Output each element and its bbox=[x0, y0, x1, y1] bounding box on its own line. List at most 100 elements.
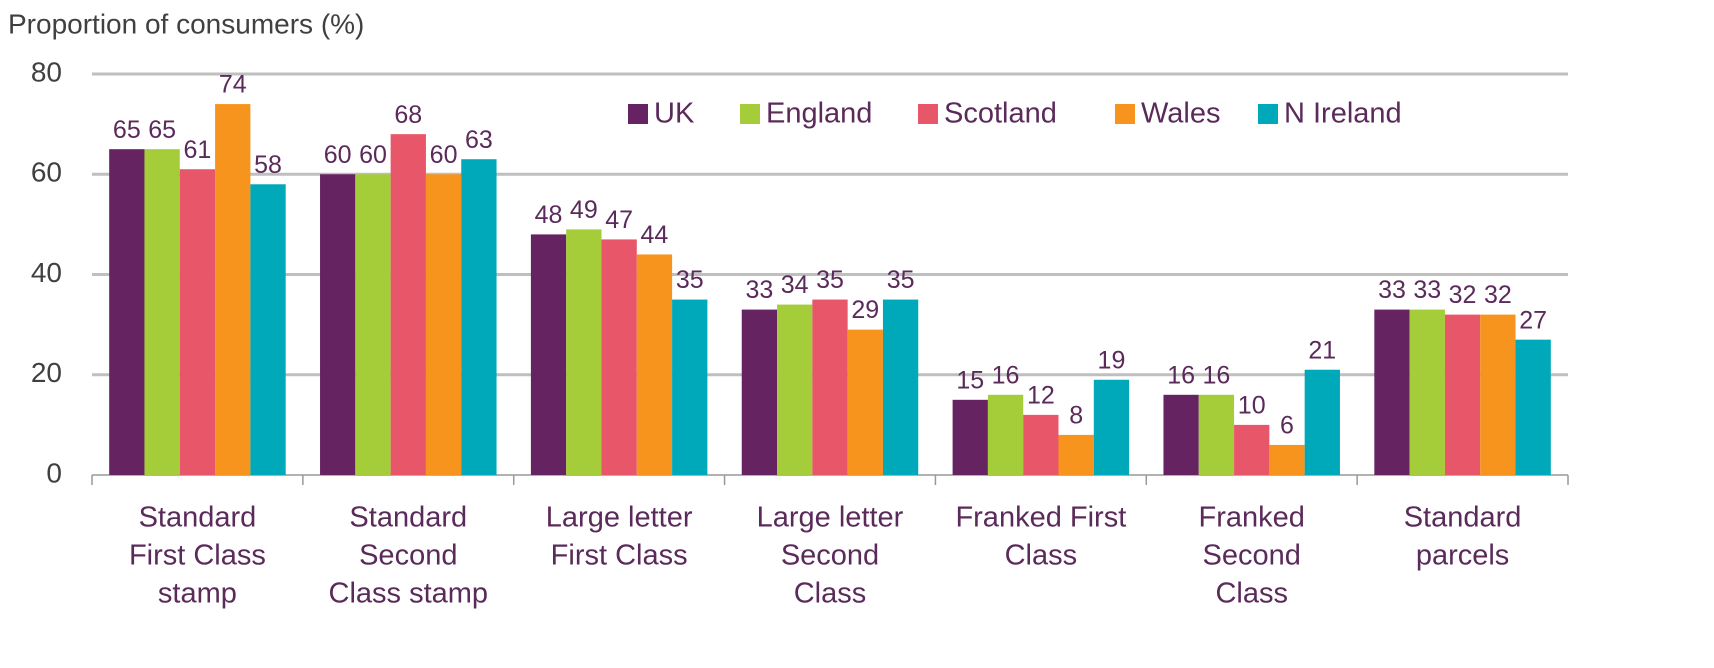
data-label: 21 bbox=[1308, 336, 1336, 364]
bar bbox=[1480, 314, 1516, 475]
x-tick-label: Second bbox=[359, 540, 457, 572]
bar bbox=[882, 299, 919, 475]
bar bbox=[1304, 369, 1340, 475]
x-tick-label: stamp bbox=[158, 578, 237, 610]
bar bbox=[1198, 394, 1235, 475]
bar bbox=[1093, 379, 1130, 475]
bar bbox=[144, 149, 180, 475]
legend-label: UK bbox=[654, 98, 695, 130]
bar bbox=[179, 169, 216, 476]
data-label: 16 bbox=[1167, 361, 1195, 389]
legend-swatch bbox=[628, 104, 648, 124]
bar bbox=[355, 174, 391, 475]
bar bbox=[952, 399, 988, 475]
bar bbox=[1515, 339, 1551, 475]
data-label: 32 bbox=[1484, 281, 1512, 309]
legend-swatch bbox=[918, 104, 938, 124]
data-label: 16 bbox=[992, 361, 1020, 389]
bar bbox=[390, 134, 426, 475]
data-label: 60 bbox=[324, 141, 352, 169]
bar bbox=[1269, 444, 1305, 475]
bar bbox=[777, 304, 813, 475]
data-label: 33 bbox=[1413, 276, 1441, 304]
bar bbox=[601, 239, 637, 475]
bar bbox=[215, 104, 251, 475]
data-label: 12 bbox=[1027, 381, 1055, 409]
bar bbox=[566, 229, 602, 475]
x-tick-label: Class bbox=[1215, 578, 1288, 610]
data-label: 32 bbox=[1449, 281, 1477, 309]
x-tick-label: Large letter bbox=[757, 502, 904, 534]
x-tick-label: First Class bbox=[129, 540, 266, 572]
data-label: 27 bbox=[1519, 306, 1547, 334]
legend-label: N Ireland bbox=[1284, 98, 1402, 130]
data-label: 58 bbox=[254, 151, 282, 179]
data-label: 63 bbox=[465, 126, 493, 154]
data-label: 60 bbox=[430, 141, 458, 169]
x-tick-label: Franked First bbox=[955, 502, 1126, 534]
x-tick-label: Class bbox=[794, 578, 867, 610]
bar bbox=[987, 394, 1024, 475]
data-label: 68 bbox=[394, 101, 422, 129]
x-tick-label: parcels bbox=[1416, 540, 1510, 572]
x-tick-label: Large letter bbox=[546, 502, 693, 534]
bar bbox=[461, 159, 497, 475]
data-label: 44 bbox=[641, 221, 669, 249]
data-label: 10 bbox=[1238, 391, 1266, 419]
bar bbox=[847, 329, 883, 475]
data-label: 60 bbox=[359, 141, 387, 169]
x-tick-label: First Class bbox=[551, 540, 688, 572]
legend-label: England bbox=[766, 98, 872, 130]
legend-swatch bbox=[1115, 104, 1135, 124]
bar bbox=[812, 299, 848, 475]
bar bbox=[109, 149, 145, 475]
legend-label: Scotland bbox=[944, 98, 1057, 130]
data-label: 48 bbox=[535, 201, 563, 229]
bar bbox=[425, 174, 462, 475]
bar bbox=[1023, 414, 1059, 475]
bar bbox=[1444, 314, 1481, 475]
bar bbox=[1374, 309, 1410, 475]
data-label: 15 bbox=[956, 366, 984, 394]
legend-label: Wales bbox=[1141, 98, 1221, 130]
bar bbox=[250, 184, 286, 475]
data-label: 6 bbox=[1280, 412, 1294, 440]
data-label: 47 bbox=[605, 206, 633, 234]
data-label: 8 bbox=[1069, 402, 1083, 430]
data-label: 65 bbox=[148, 116, 176, 144]
data-label: 65 bbox=[113, 116, 141, 144]
data-label: 33 bbox=[745, 276, 773, 304]
x-tick-label: Class stamp bbox=[329, 578, 489, 610]
data-label: 33 bbox=[1378, 276, 1406, 304]
data-label: 34 bbox=[781, 271, 809, 299]
x-tick-label: Second bbox=[781, 540, 879, 572]
data-label: 16 bbox=[1203, 361, 1231, 389]
y-tick-label: 40 bbox=[31, 257, 62, 288]
data-label: 74 bbox=[219, 71, 247, 99]
data-label: 49 bbox=[570, 196, 598, 224]
legend-swatch bbox=[1258, 104, 1278, 124]
x-tick-label: Standard bbox=[1404, 502, 1522, 534]
x-tick-label: Standard bbox=[139, 502, 257, 534]
data-label: 29 bbox=[851, 296, 879, 324]
y-tick-label: 60 bbox=[31, 157, 62, 188]
bar bbox=[636, 254, 673, 475]
x-tick-label: Franked bbox=[1199, 502, 1305, 534]
x-tick-label: Standard bbox=[349, 502, 467, 534]
legend-swatch bbox=[740, 104, 760, 124]
bar bbox=[1234, 424, 1270, 475]
y-tick-label: 0 bbox=[46, 457, 62, 488]
bar bbox=[741, 309, 778, 475]
x-tick-label: Class bbox=[1005, 540, 1078, 572]
y-axis-label: Proportion of consumers (%) bbox=[8, 8, 364, 39]
data-label: 35 bbox=[887, 266, 915, 294]
bar bbox=[1409, 309, 1445, 475]
y-tick-label: 80 bbox=[31, 56, 62, 87]
data-label: 19 bbox=[1098, 346, 1126, 374]
bar bbox=[1058, 434, 1094, 475]
bar bbox=[1163, 394, 1199, 475]
data-label: 35 bbox=[676, 266, 704, 294]
data-label: 61 bbox=[184, 136, 212, 164]
data-label: 35 bbox=[816, 266, 844, 294]
